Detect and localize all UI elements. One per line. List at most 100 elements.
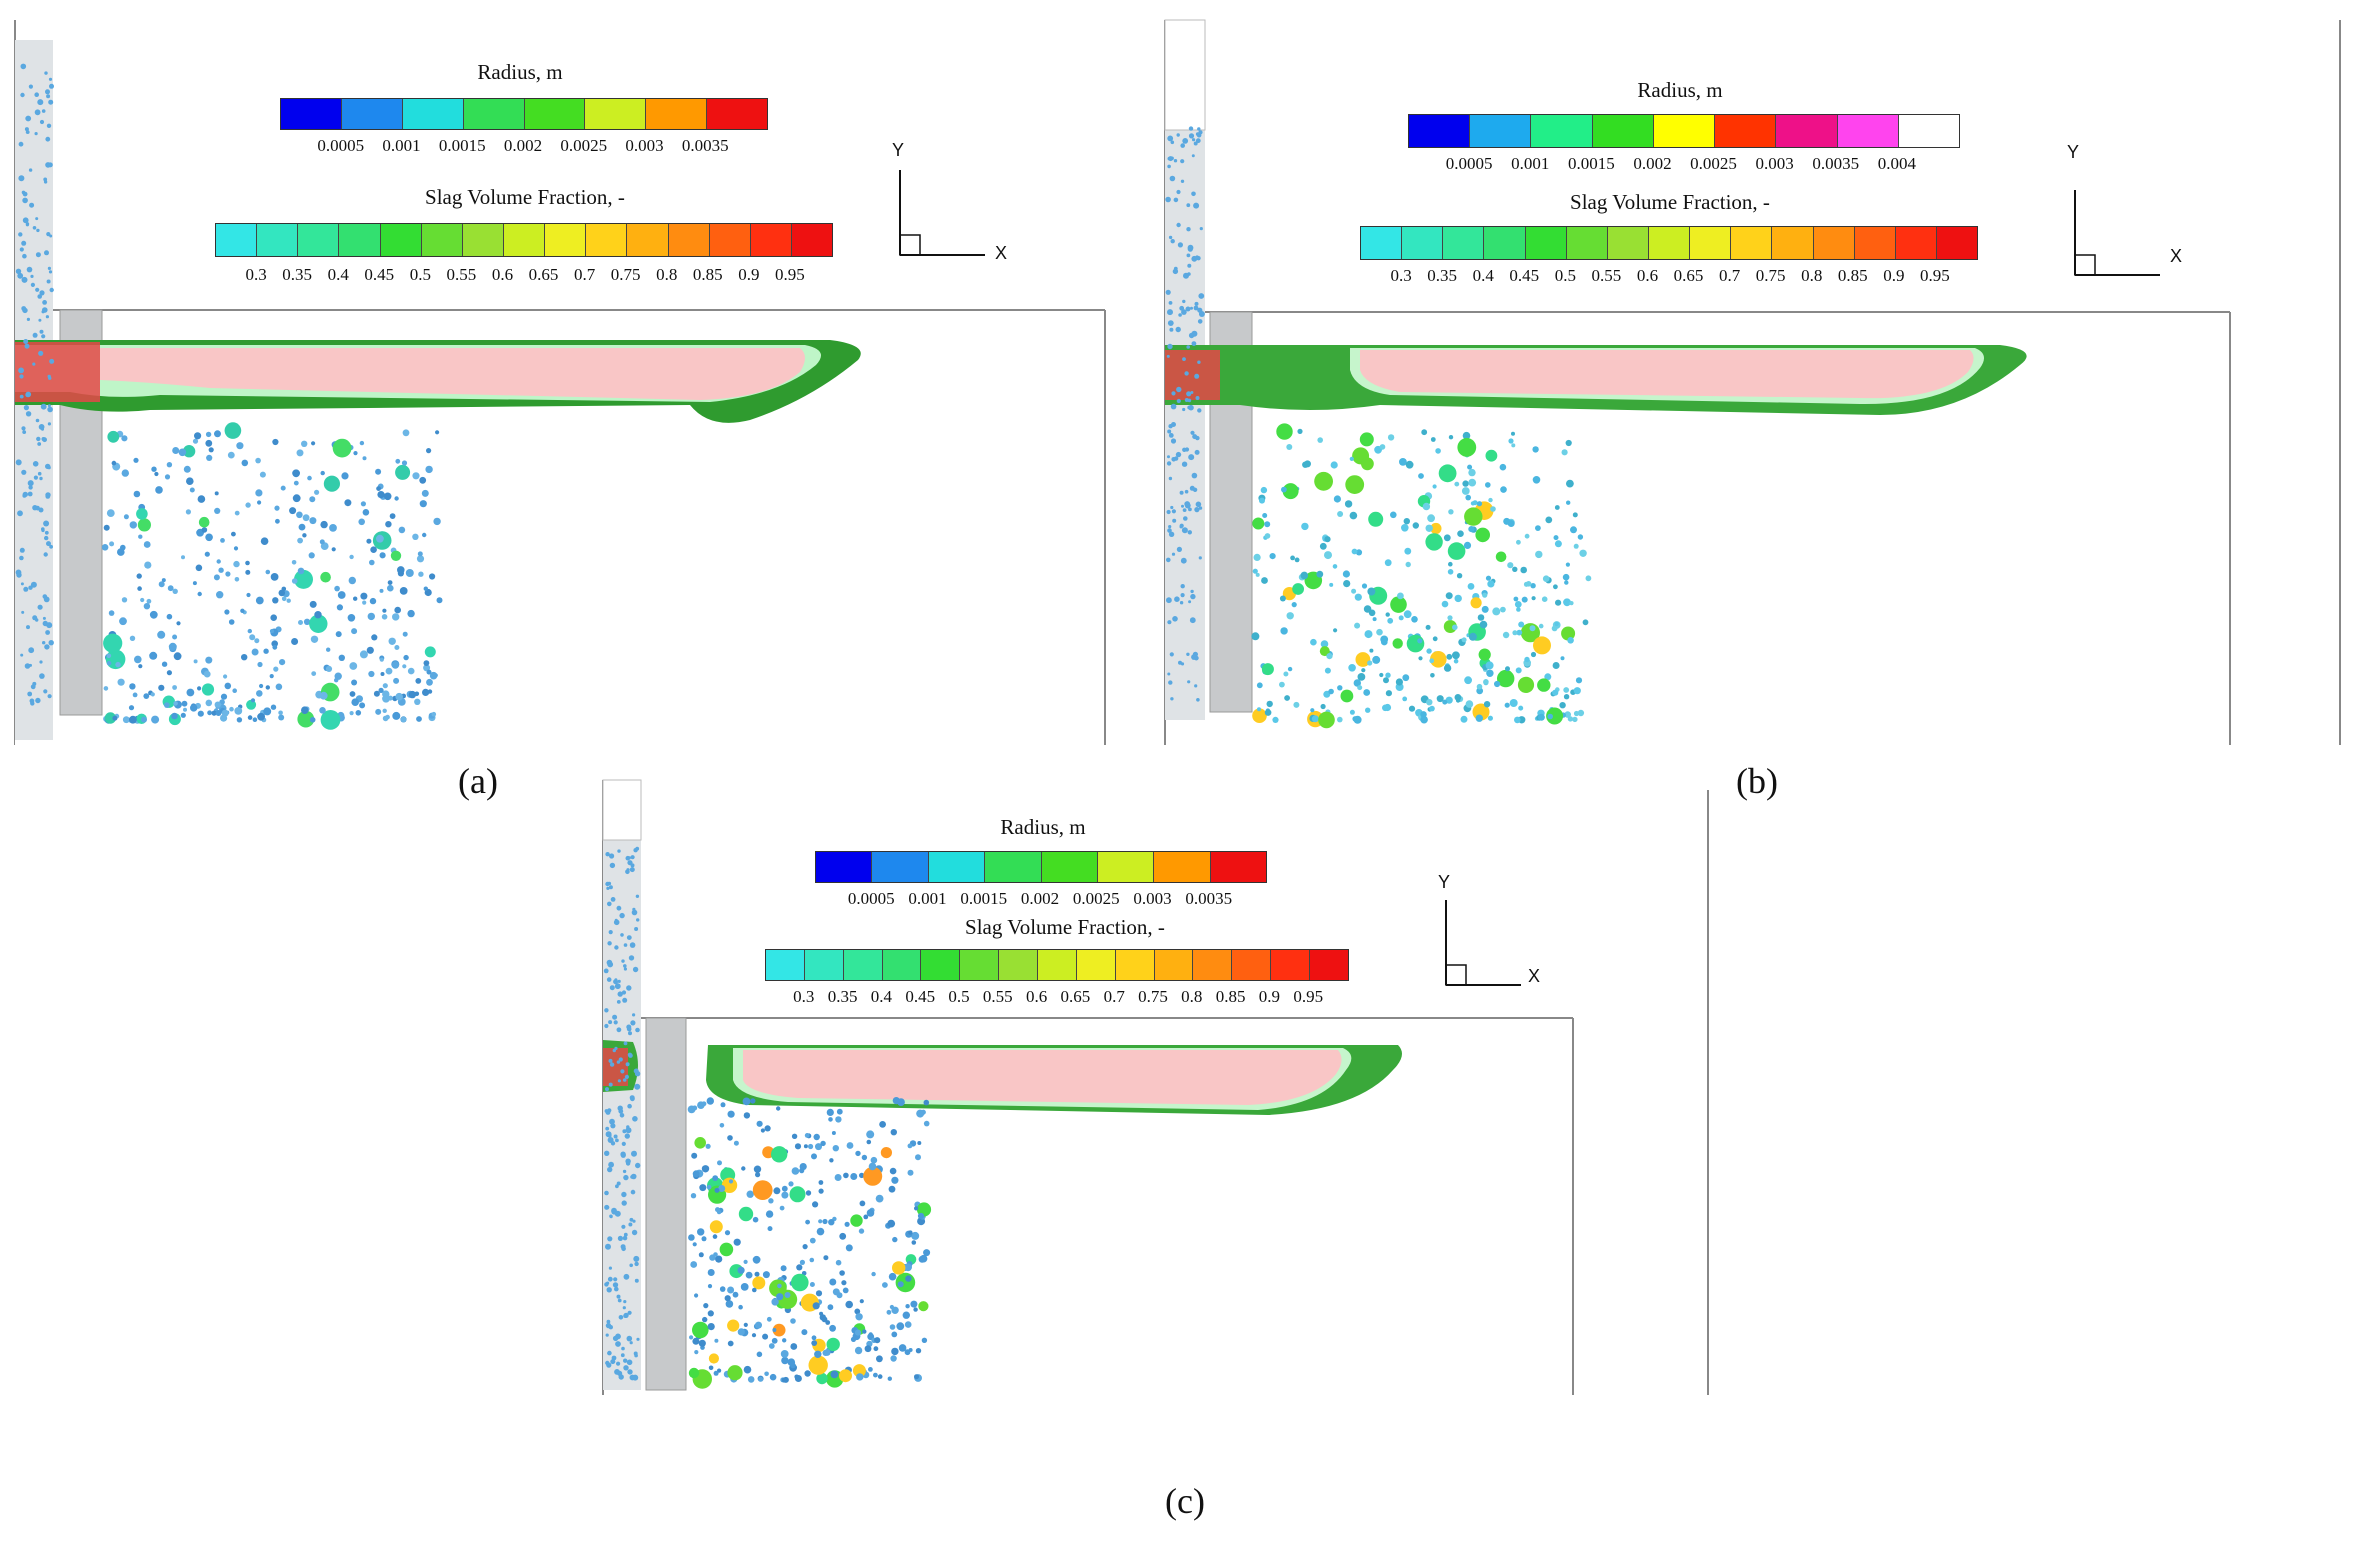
particle [1191, 154, 1195, 158]
particle [338, 654, 345, 661]
particle [754, 1271, 760, 1277]
particle [320, 520, 328, 529]
axis-x-label: X [995, 243, 1008, 263]
particle [614, 918, 618, 922]
particle [35, 287, 40, 292]
particle [1530, 651, 1537, 658]
particle [622, 997, 628, 1003]
particle [379, 588, 384, 593]
particle [1456, 573, 1463, 579]
particle [1173, 159, 1178, 163]
particle [607, 1166, 613, 1173]
particle [176, 621, 181, 626]
particle [620, 1151, 626, 1157]
particle [1555, 599, 1562, 606]
particle [249, 634, 256, 641]
slag-legend-title: Slag Volume Fraction, - [425, 185, 625, 209]
particle [870, 1156, 878, 1164]
particle [1193, 141, 1198, 146]
particle [843, 1172, 849, 1179]
colorbar-tick-label: 0.0035 [1812, 154, 1860, 173]
colorbar-swatch [766, 950, 805, 980]
particle [1294, 557, 1300, 563]
particle [605, 852, 610, 857]
particle [107, 430, 120, 443]
particle [1380, 635, 1389, 644]
particle [379, 657, 384, 662]
particle [1403, 518, 1410, 525]
particle [1343, 580, 1351, 588]
particle [20, 582, 24, 586]
particle [140, 597, 145, 603]
particle [1337, 685, 1343, 691]
particle [629, 1263, 633, 1268]
radius-legend: Radius, m 0.0005 0.001 0.0015 0.002 0.0025 0.… [813, 815, 1273, 915]
particle [301, 440, 308, 447]
particle [121, 597, 128, 603]
particle [609, 862, 616, 869]
particle [1260, 486, 1268, 494]
particle [123, 514, 129, 520]
particle [621, 1141, 626, 1146]
particle [828, 1219, 835, 1226]
particle [241, 654, 248, 661]
particle [164, 702, 170, 708]
particle [891, 1347, 899, 1356]
particle [608, 1058, 613, 1063]
particle [1168, 301, 1173, 305]
particle [1512, 630, 1518, 636]
particle [26, 625, 30, 630]
particle [628, 1031, 632, 1036]
particle [830, 1370, 839, 1379]
particle [186, 688, 195, 697]
particle [274, 505, 280, 511]
particle [1406, 634, 1425, 653]
particle [183, 465, 191, 473]
particle [216, 559, 221, 564]
particle [201, 683, 215, 696]
particle [197, 686, 202, 691]
particle [1170, 438, 1177, 444]
particle [1432, 484, 1437, 489]
particle [193, 659, 198, 664]
particle [863, 1166, 883, 1186]
particle [387, 580, 393, 585]
particle [777, 1283, 782, 1289]
colorbar-tick-label: 0.002 [503, 136, 543, 155]
particle [189, 487, 195, 493]
particle [143, 541, 151, 548]
particle [1462, 431, 1471, 440]
particle [727, 1110, 735, 1118]
particle [302, 514, 310, 522]
particle [631, 909, 638, 916]
particle [1516, 607, 1521, 612]
particle [781, 1377, 787, 1383]
particle [634, 927, 639, 931]
particle [1188, 507, 1192, 512]
particle [742, 1097, 751, 1106]
particle [626, 1125, 630, 1129]
particle [1172, 518, 1177, 523]
particle [218, 567, 224, 573]
particle [136, 508, 148, 520]
colorbar-swatch [1232, 950, 1272, 980]
particle [257, 661, 263, 668]
particle [236, 717, 243, 723]
particle [369, 559, 375, 566]
particle [1542, 575, 1550, 582]
particle [623, 1041, 628, 1046]
particle [604, 1150, 610, 1156]
particle [382, 708, 387, 713]
particle [752, 1255, 761, 1264]
particle [1180, 662, 1185, 666]
particle [1468, 478, 1477, 487]
particle [281, 596, 287, 602]
particle [366, 646, 374, 654]
particle [1353, 715, 1362, 724]
particle [636, 1337, 640, 1341]
particle [1191, 191, 1196, 197]
particle [214, 701, 221, 708]
particle [623, 1273, 630, 1280]
particle [819, 1311, 824, 1316]
particle [1470, 597, 1482, 609]
